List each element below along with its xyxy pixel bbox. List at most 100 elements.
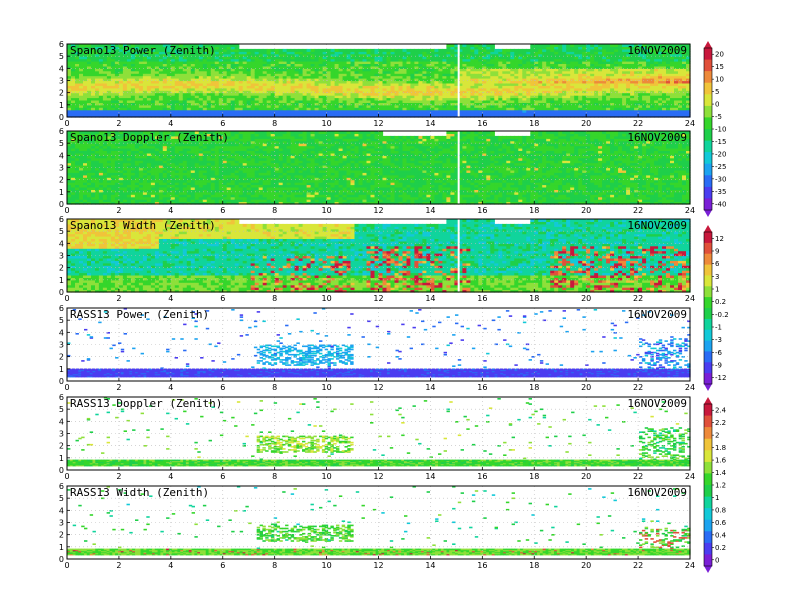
heatmap-cell xyxy=(478,97,483,101)
heatmap-cell xyxy=(318,68,324,72)
heatmap-cell xyxy=(79,90,84,94)
heatmap-cell xyxy=(146,109,152,113)
heatmap-cell xyxy=(462,78,467,82)
heatmap-cell xyxy=(218,46,224,50)
heatmap-cell xyxy=(95,73,100,77)
heatmap-cell xyxy=(442,75,447,79)
heatmap-cell xyxy=(570,51,575,55)
heatmap-cell xyxy=(290,87,296,91)
heatmap-cell xyxy=(578,61,583,64)
heatmap-cell xyxy=(178,97,184,101)
heatmap-cell xyxy=(138,95,144,99)
heatmap-cell xyxy=(462,92,467,96)
heatmap-cell xyxy=(274,112,280,116)
heatmap-cell xyxy=(166,44,172,47)
heatmap-cell xyxy=(134,109,140,113)
heatmap-cell xyxy=(182,70,188,74)
heatmap-cell xyxy=(146,44,152,47)
heatmap-cell xyxy=(142,102,148,106)
heatmap-cell xyxy=(422,65,427,69)
heatmap-cell xyxy=(606,87,611,91)
heatmap-cell xyxy=(95,85,100,89)
heatmap-cell xyxy=(506,53,511,57)
heatmap-cell xyxy=(510,51,515,55)
heatmap-cell xyxy=(526,90,531,94)
heatmap-cell xyxy=(426,100,431,103)
heatmap-cell xyxy=(71,75,76,79)
heatmap-cell xyxy=(202,75,208,79)
heatmap-cell xyxy=(322,85,328,89)
heatmap-cell xyxy=(374,78,380,82)
heatmap-cell xyxy=(246,95,252,99)
heatmap-cell xyxy=(434,75,439,79)
heatmap-cell xyxy=(522,53,527,57)
heatmap-cell xyxy=(594,107,599,111)
heatmap-cell xyxy=(298,63,304,67)
heatmap-cell xyxy=(87,97,92,101)
heatmap-cell xyxy=(586,56,591,60)
heatmap-cell xyxy=(274,90,280,94)
heatmap-cell xyxy=(374,95,380,99)
heatmap-cell xyxy=(158,46,164,50)
heatmap-cell xyxy=(398,109,404,113)
heatmap-cell xyxy=(486,82,491,86)
heatmap-cell xyxy=(546,65,551,69)
heatmap-cell xyxy=(322,58,328,62)
heatmap-cell xyxy=(538,48,543,52)
heatmap-cell xyxy=(566,87,571,91)
heatmap-cell xyxy=(138,92,144,96)
heatmap-cell xyxy=(222,63,228,67)
heatmap-cell xyxy=(398,78,404,82)
heatmap-cell xyxy=(354,92,360,96)
heatmap-cell xyxy=(606,82,611,86)
heatmap-cell xyxy=(590,65,595,69)
heatmap-cell xyxy=(126,80,132,84)
heatmap-cell xyxy=(542,95,547,99)
heatmap-cell xyxy=(134,97,140,101)
heatmap-cell xyxy=(294,70,300,74)
heatmap-cell xyxy=(606,53,611,57)
heatmap-cell xyxy=(246,82,252,86)
heatmap-cell xyxy=(138,97,144,101)
heatmap-cell xyxy=(458,80,463,84)
heatmap-cell xyxy=(514,65,519,69)
heatmap-cell xyxy=(466,109,471,113)
heatmap-cell xyxy=(438,82,443,86)
heatmap-cell xyxy=(314,112,320,116)
heatmap-cell xyxy=(122,109,128,113)
heatmap-cell xyxy=(542,87,547,91)
heatmap-cell xyxy=(150,48,156,52)
heatmap-cell xyxy=(110,114,116,118)
heatmap-cell xyxy=(478,104,483,108)
heatmap-cell xyxy=(518,114,523,118)
heatmap-cell xyxy=(458,102,463,106)
heatmap-cell xyxy=(222,46,228,50)
heatmap-cell xyxy=(250,82,256,86)
heatmap-cell xyxy=(382,100,388,103)
heatmap-cell xyxy=(478,102,483,106)
heatmap-cell xyxy=(562,95,567,99)
heatmap-cell xyxy=(246,53,252,57)
heatmap-cell xyxy=(462,102,467,106)
heatmap-cell xyxy=(434,58,439,62)
heatmap-cell xyxy=(98,82,104,86)
heatmap-cell xyxy=(582,46,587,50)
heatmap-cell xyxy=(470,78,475,82)
heatmap-cell xyxy=(586,51,591,55)
heatmap-cell xyxy=(106,58,112,62)
heatmap-cell xyxy=(182,102,188,106)
heatmap-cell xyxy=(554,78,559,82)
heatmap-cell xyxy=(386,70,392,74)
heatmap-cell xyxy=(110,102,116,106)
heatmap-cell xyxy=(442,114,447,118)
heatmap-cell xyxy=(158,73,164,77)
heatmap-cell xyxy=(246,48,252,52)
heatmap-cell xyxy=(434,70,439,74)
heatmap-cell xyxy=(366,100,372,103)
heatmap-cell xyxy=(422,75,427,79)
heatmap-cell xyxy=(286,61,292,64)
heatmap-cell xyxy=(378,107,384,111)
heatmap-cell xyxy=(470,68,475,72)
heatmap-cell xyxy=(558,107,563,111)
heatmap-cell xyxy=(286,48,292,52)
